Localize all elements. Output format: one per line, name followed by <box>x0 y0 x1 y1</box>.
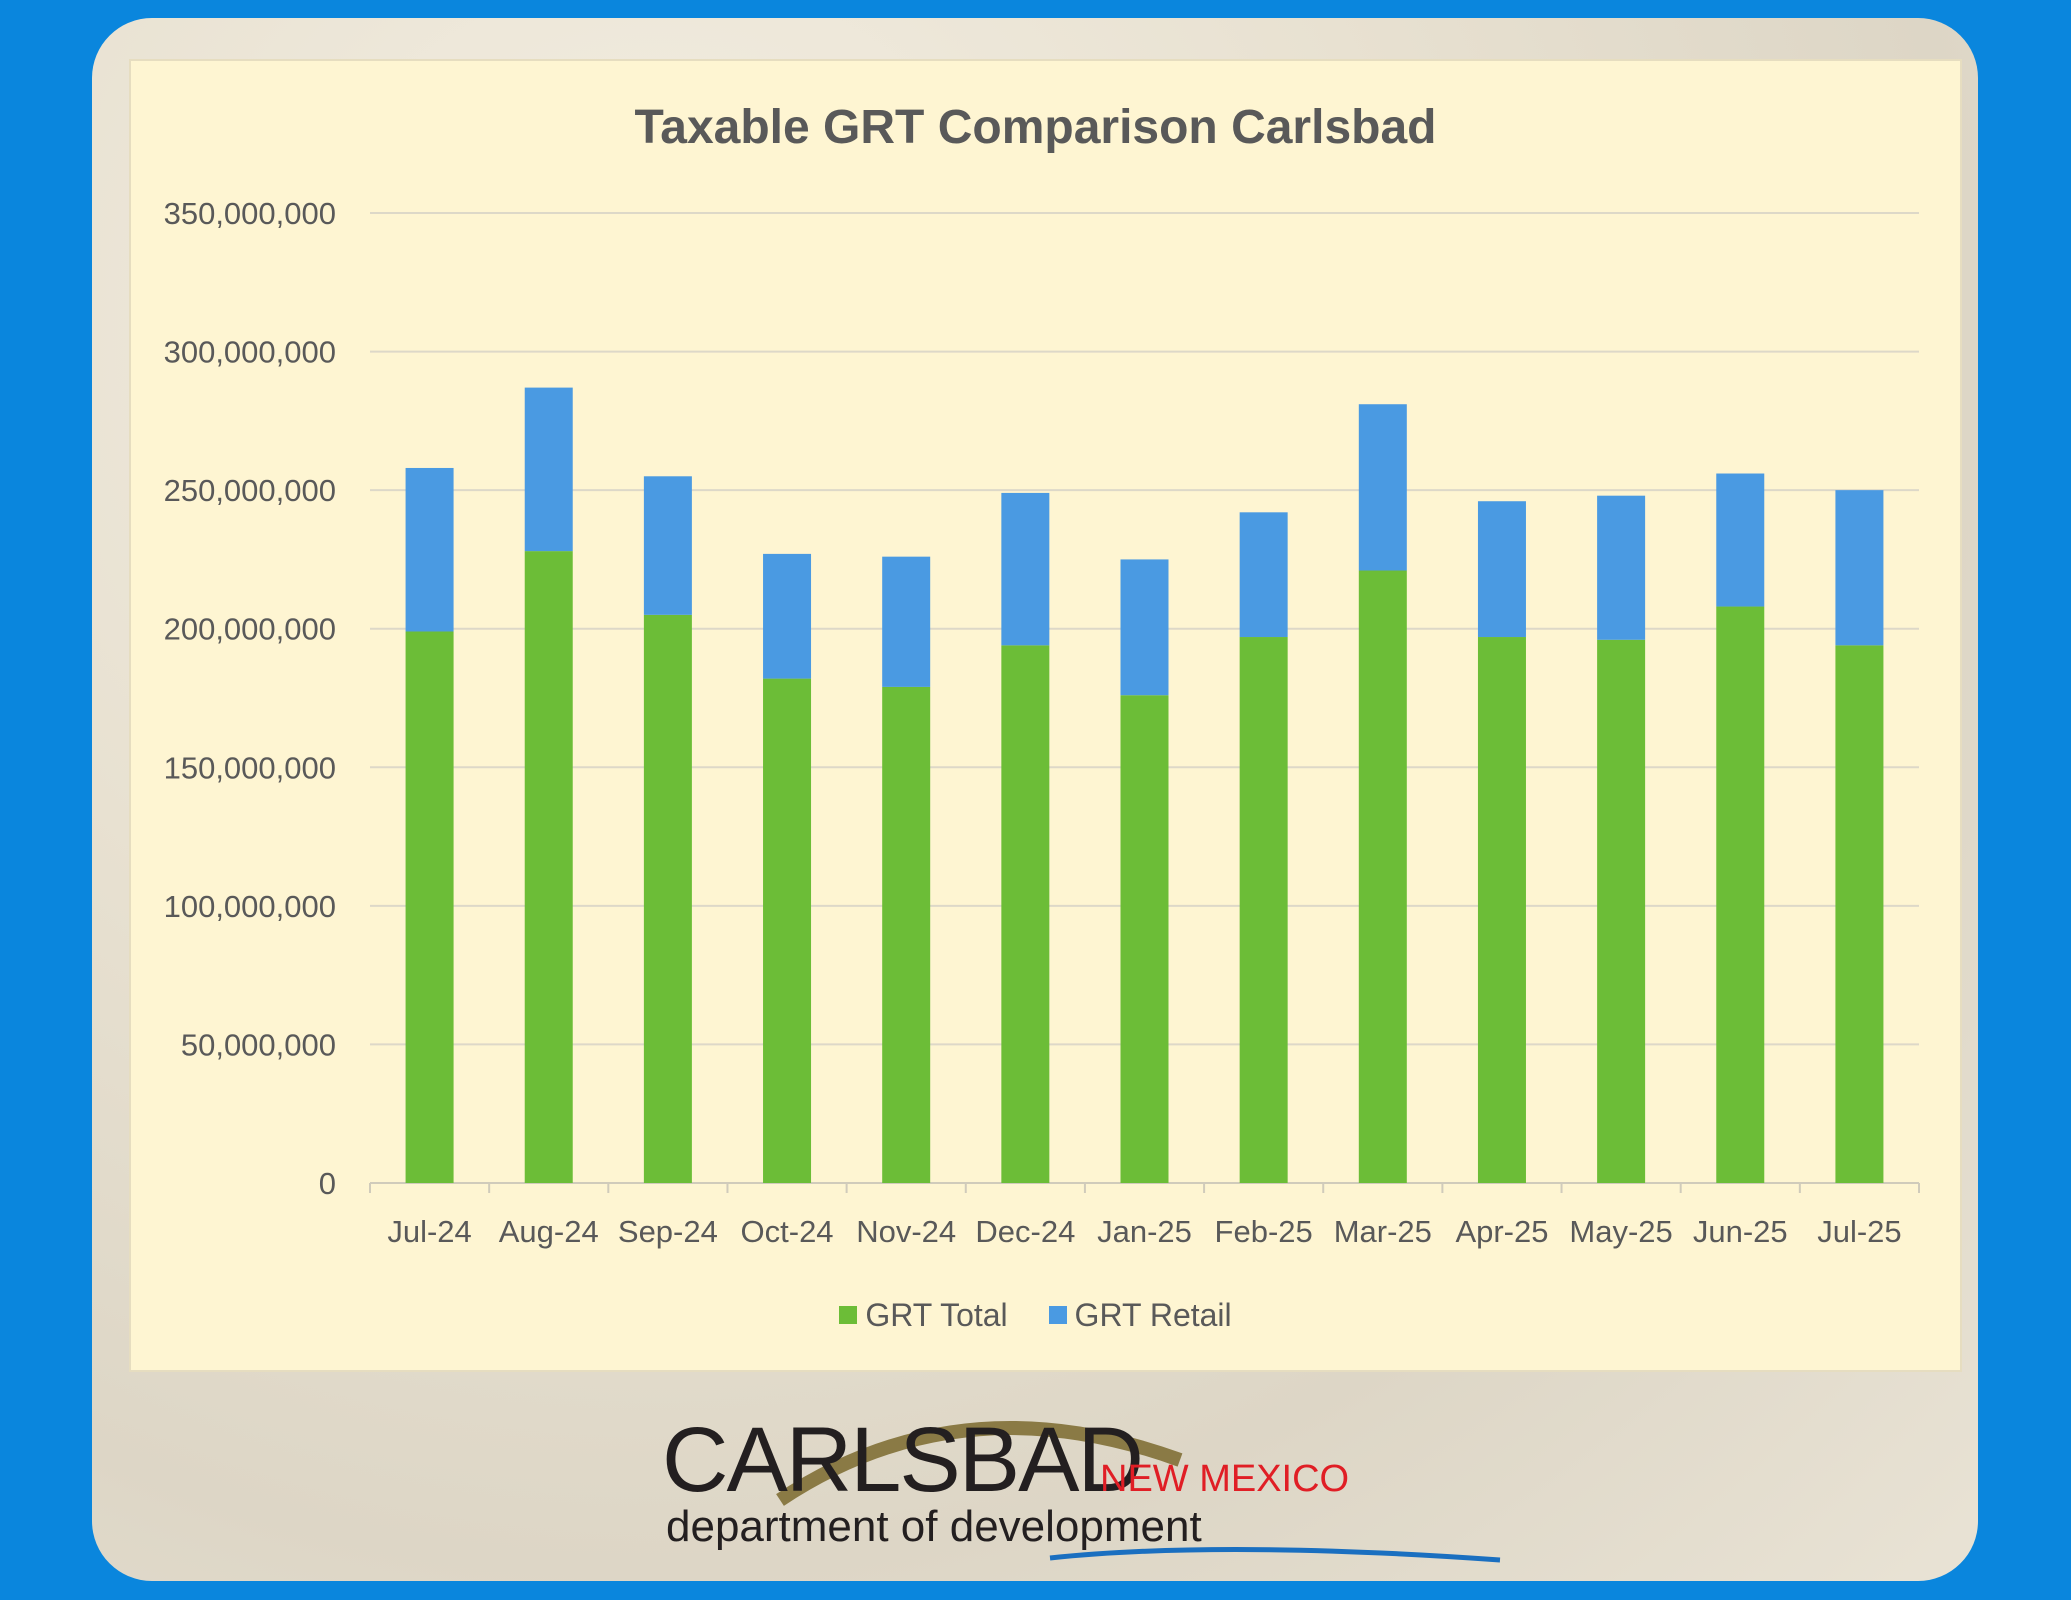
bar-grt-retail <box>882 556 931 687</box>
logo-state: NEW MEXICO <box>1100 1458 1350 1500</box>
x-tick-label: Jul-24 <box>387 1214 471 1249</box>
bar-grt-total <box>1239 637 1288 1183</box>
legend-swatch <box>1048 1306 1067 1324</box>
bar-grt-total <box>1835 645 1884 1183</box>
y-tick-label: 300,000,000 <box>164 335 336 370</box>
x-tick-label: Sep-24 <box>618 1214 718 1249</box>
x-tick-label: Apr-25 <box>1455 1214 1548 1249</box>
bar-grt-retail <box>1358 404 1407 571</box>
y-tick-label: 0 <box>319 1166 336 1201</box>
bar-grt-retail <box>1120 559 1169 696</box>
carlsbad-logo: CARLSBAD NEW MEXICO department of develo… <box>660 1390 1520 1580</box>
plot-area: 0 50,000,000 100,000,000 150,000,000 200,000… <box>164 196 1920 1249</box>
x-tick-label: Oct-24 <box>741 1214 834 1249</box>
x-tick-label: Jun-25 <box>1693 1214 1788 1249</box>
x-tick-label: Feb-25 <box>1215 1214 1313 1249</box>
y-tick-label: 250,000,000 <box>164 473 336 508</box>
bar-grt-retail <box>643 476 692 615</box>
bar-grt-retail <box>1835 490 1884 646</box>
bar-grt-retail <box>1239 512 1288 638</box>
bar-grt-total <box>763 678 812 1183</box>
bar-grt-total <box>524 551 573 1183</box>
legend-label: GRT Retail <box>1074 1296 1232 1333</box>
legend: GRT Total GRT Retail <box>0 1295 2071 1334</box>
bar-grt-total <box>1358 570 1407 1183</box>
x-tick-label: Jan-25 <box>1097 1214 1192 1249</box>
x-tick-label: May-25 <box>1569 1214 1672 1249</box>
logo-dept: department of development <box>666 1502 1202 1551</box>
legend-label: GRT Total <box>865 1296 1008 1333</box>
bar-grt-total <box>1120 695 1169 1183</box>
x-tick-label: Aug-24 <box>499 1214 599 1249</box>
bar-grt-total <box>882 686 931 1183</box>
bar-grt-retail <box>524 387 573 552</box>
logo-arc <box>776 1421 1501 1563</box>
logo-name: CARLSBAD <box>662 1409 1144 1511</box>
bar-grt-retail <box>763 553 812 679</box>
legend-swatch <box>839 1306 858 1324</box>
y-tick-label: 150,000,000 <box>164 750 336 785</box>
y-tick-label: 100,000,000 <box>164 889 336 924</box>
bar-grt-total <box>405 631 454 1183</box>
y-tick-label: 200,000,000 <box>164 612 336 647</box>
bar-grt-retail <box>405 467 454 632</box>
bar-grt-total <box>1477 637 1526 1183</box>
bar-grt-total <box>1716 606 1765 1183</box>
bar-grt-total <box>1001 645 1050 1183</box>
bar-grt-retail <box>1597 495 1646 640</box>
x-tick-label: Jul-25 <box>1817 1214 1901 1249</box>
y-tick-label: 350,000,000 <box>164 196 336 231</box>
x-tick-label: Mar-25 <box>1334 1214 1432 1249</box>
y-tick-label: 50,000,000 <box>181 1027 336 1062</box>
x-tick-label: Dec-24 <box>975 1214 1075 1249</box>
bar-grt-total <box>1597 639 1646 1183</box>
bar-grt-retail <box>1716 473 1765 607</box>
bar-grt-retail <box>1001 492 1050 646</box>
bar-grt-total <box>643 614 692 1183</box>
legend-item-grt-retail: GRT Retail <box>1048 1296 1232 1334</box>
chart-title: Taxable GRT Comparison Carlsbad <box>634 101 1437 154</box>
legend-item-grt-total: GRT Total <box>839 1296 1008 1334</box>
bar-grt-retail <box>1477 501 1526 638</box>
x-tick-label: Nov-24 <box>856 1214 956 1249</box>
